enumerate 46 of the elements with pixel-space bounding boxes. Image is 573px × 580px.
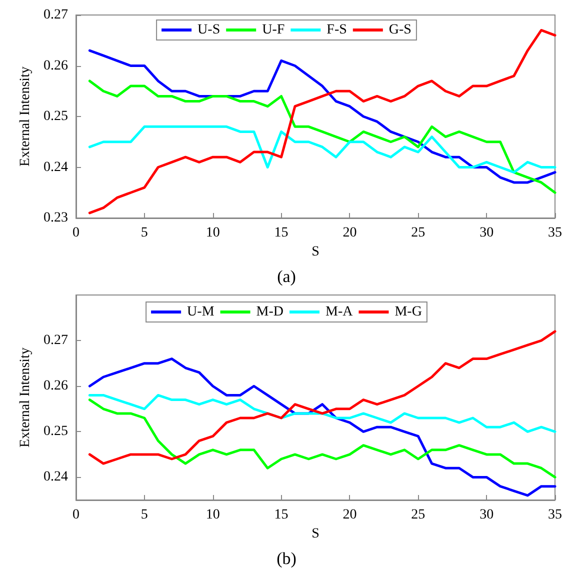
- y-tick-label: 0.23: [44, 210, 68, 226]
- x-tick-label: 35: [548, 226, 562, 240]
- y-tick-label: 0.24: [44, 470, 68, 485]
- x-tick-label: 5: [140, 508, 148, 522]
- x-tick-label: 0: [72, 226, 80, 240]
- line-series: [88, 394, 556, 433]
- legend-label: U-F: [262, 22, 285, 38]
- x-tick-label: 10: [206, 226, 220, 240]
- text: (a): [277, 267, 296, 286]
- x-tick-label: 20: [342, 226, 357, 240]
- x-tick-label: 0: [72, 508, 80, 522]
- legend-label: M-D: [256, 304, 284, 320]
- y-tick-label: 0.26: [44, 378, 68, 394]
- text: (b): [276, 549, 296, 568]
- x-tick-label: 15: [274, 508, 288, 522]
- x-tick-label: 30: [480, 508, 494, 522]
- legend-label: G-S: [388, 22, 412, 38]
- line-series: [88, 80, 556, 194]
- x-axis-title: S: [312, 244, 320, 260]
- legend-label: U-M: [187, 304, 215, 320]
- y-tick-label: 0.25: [44, 109, 68, 124]
- legend-label: M-A: [326, 304, 354, 320]
- y-tick-label: 0.26: [44, 58, 68, 74]
- x-tick-label: 30: [480, 226, 494, 240]
- line-series: [88, 49, 556, 184]
- legend-label: U-S: [198, 22, 220, 38]
- x-tick-label: 25: [411, 508, 426, 522]
- x-tick-label: 10: [206, 508, 220, 522]
- y-tick-label: 0.27: [44, 8, 68, 22]
- x-tick-label: 35: [548, 508, 562, 522]
- legend-label: F-S: [326, 22, 347, 38]
- x-axis-title: S: [312, 526, 320, 542]
- x-tick-label: 5: [140, 226, 148, 240]
- line-series: [88, 398, 556, 478]
- line-series: [88, 125, 556, 174]
- x-tick-label: 15: [274, 226, 288, 240]
- line-series: [88, 358, 556, 497]
- legend-label: M-G: [394, 304, 422, 320]
- y-axis-title: External Intensity: [18, 348, 34, 448]
- y-tick-label: 0.25: [44, 424, 68, 440]
- y-tick-label: 0.24: [44, 160, 68, 175]
- y-axis-title: External Intensity: [18, 66, 34, 166]
- x-tick-label: 20: [342, 508, 357, 522]
- line-series: [88, 330, 556, 465]
- x-tick-label: 25: [411, 226, 426, 240]
- y-tick-label: 0.27: [44, 333, 68, 348]
